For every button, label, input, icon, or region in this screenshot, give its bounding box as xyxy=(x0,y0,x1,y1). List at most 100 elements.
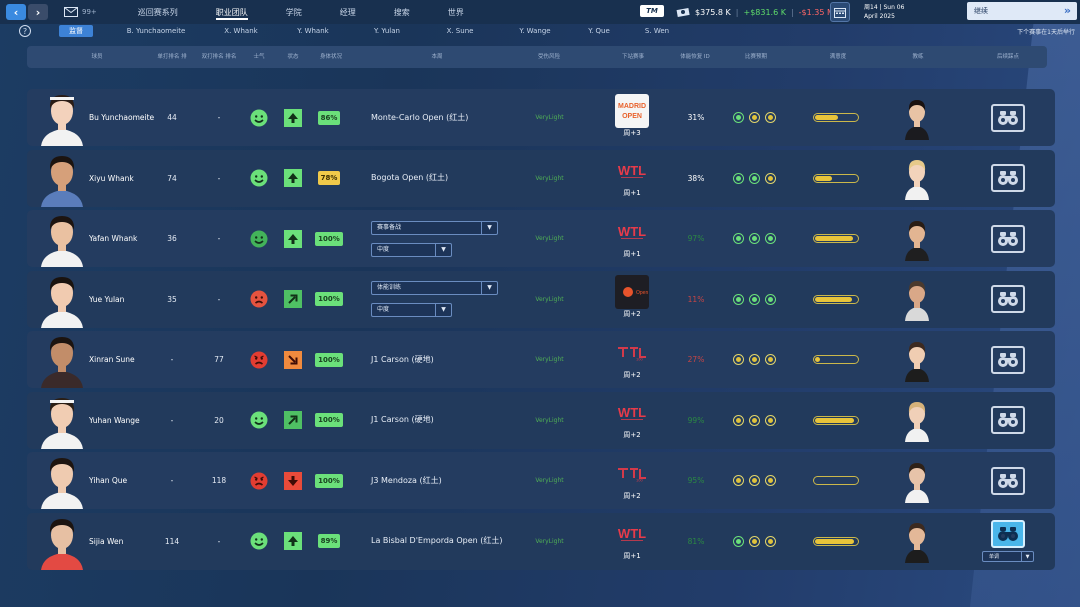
scout-mode-dropdown[interactable]: 单调 ▼ xyxy=(982,551,1034,562)
chevron-down-icon: ▼ xyxy=(481,282,497,294)
coach[interactable] xyxy=(903,271,933,328)
scout-button[interactable] xyxy=(991,520,1025,548)
next-tournament[interactable]: 100 周+2 xyxy=(612,331,652,388)
avatar[interactable] xyxy=(33,271,91,328)
training-type-dropdown[interactable]: 体能训练 ▼ xyxy=(371,281,498,295)
forward-button[interactable]: › xyxy=(28,4,48,20)
player-name[interactable]: Xiyu Whank xyxy=(89,173,134,183)
recovery-percent: 31% xyxy=(687,113,705,122)
player-name[interactable]: Yihan Que xyxy=(89,476,128,485)
table-row[interactable]: Yihan Que - 118 100% J3 Mendoza (红土) Ver… xyxy=(27,452,1055,509)
table-row[interactable]: Xiyu Whank 74 - 78% Bogota Open (红土) Ver… xyxy=(27,149,1055,207)
nav-item[interactable]: 巡回赛系列 xyxy=(137,7,178,17)
wtl-logo: WTL xyxy=(618,224,646,239)
player-tab[interactable]: S. Wen xyxy=(644,27,670,35)
player-name[interactable]: Yue Yulan xyxy=(89,294,125,304)
intensity-dropdown[interactable]: 中度 ▼ xyxy=(371,242,452,257)
intensity-dropdown[interactable]: 中度 ▼ xyxy=(371,303,452,317)
header-match-prep[interactable]: 比赛预期 xyxy=(744,53,767,60)
next-tournament[interactable]: MADRID OPEN 周+3 xyxy=(612,89,652,146)
header-condition[interactable]: 身体状况 xyxy=(319,53,342,60)
header-scout[interactable]: 后续踩点 xyxy=(996,53,1019,60)
header-player[interactable]: 球员 xyxy=(91,53,103,60)
prep-dot xyxy=(764,172,776,184)
binoculars-icon xyxy=(998,171,1018,185)
coach[interactable] xyxy=(903,210,933,267)
table-row[interactable]: Yuhan Wange - 20 100% J1 Carson (硬地) Ver… xyxy=(27,391,1055,449)
avatar[interactable] xyxy=(33,150,91,207)
scout-cell xyxy=(991,271,1025,328)
coach[interactable] xyxy=(903,89,933,146)
player-tab[interactable]: X. Whank xyxy=(224,27,258,35)
next-tournament[interactable]: Open 周+2 xyxy=(612,271,652,328)
avatar[interactable] xyxy=(33,331,91,388)
header-coach[interactable]: 教练 xyxy=(912,53,924,60)
player-tab[interactable]: Y. Yulan xyxy=(374,27,400,35)
next-tournament[interactable]: WTL 周+1 xyxy=(612,513,652,570)
arrow-up-icon xyxy=(284,532,302,550)
coach[interactable] xyxy=(903,513,933,570)
nav-item[interactable]: 世界 xyxy=(447,7,464,17)
header-recovery[interactable]: 体能恢复 ID xyxy=(680,53,710,60)
next-tournament[interactable]: WTL 周+1 xyxy=(612,150,652,207)
player-name[interactable]: Sijia Wen xyxy=(89,536,124,546)
table-row[interactable]: Xinran Sune - 77 100% J1 Carson (硬地) Ver… xyxy=(27,331,1055,388)
player-name[interactable]: Yafan Whank xyxy=(89,234,138,243)
next-tournament[interactable]: WTL 周+1 xyxy=(612,210,652,267)
condition-value: 100% xyxy=(315,473,343,488)
back-button[interactable]: ‹ xyxy=(6,4,26,20)
header-singles-rank[interactable]: 单打排名 排 xyxy=(157,53,187,60)
scout-button[interactable] xyxy=(991,224,1025,253)
condition-badge: 100% xyxy=(314,210,344,267)
player-tab[interactable]: Y. Wange xyxy=(519,27,551,35)
player-tab[interactable]: 监督 xyxy=(59,25,93,37)
table-row[interactable]: Yafan Whank 36 - 100% 赛事备战 ▼ 中度 ▼ VeryLigh… xyxy=(27,210,1055,267)
inbox-button[interactable]: 99+ xyxy=(64,7,97,17)
coach[interactable] xyxy=(903,331,933,388)
continue-button[interactable]: 继续 » xyxy=(967,2,1077,20)
singles-rank: 36 xyxy=(167,234,177,243)
player-name[interactable]: Bu Yunchaomeite xyxy=(89,113,155,122)
avatar[interactable] xyxy=(33,452,91,509)
coach[interactable] xyxy=(903,452,933,509)
avatar[interactable] xyxy=(33,513,91,570)
nav-item[interactable]: 职业团队 xyxy=(197,0,267,24)
nav-item[interactable]: 经理 xyxy=(339,7,356,17)
header-plan[interactable]: 本周 xyxy=(431,53,443,60)
table-row[interactable]: Bu Yunchaomeite 44 - 86% Monte-Carlo Ope… xyxy=(27,89,1055,146)
scout-button[interactable] xyxy=(991,466,1025,495)
calendar-button[interactable] xyxy=(830,2,850,22)
table-row[interactable]: Yue Yulan 35 - 100% 体能训练 ▼ 中度 ▼ VeryLight … xyxy=(27,270,1055,328)
scout-button[interactable] xyxy=(991,103,1025,132)
player-name[interactable]: Yuhan Wange xyxy=(89,415,140,425)
header-morale[interactable]: 士气 xyxy=(253,53,265,60)
scout-button[interactable] xyxy=(991,164,1025,192)
scout-button[interactable] xyxy=(991,345,1025,374)
scout-button[interactable] xyxy=(991,406,1025,434)
avatar[interactable] xyxy=(33,89,91,146)
header-status[interactable]: 状态 xyxy=(287,53,299,60)
header-doubles-rank[interactable]: 双打排名 排名 xyxy=(201,53,237,60)
header-next-event[interactable]: 下站赛事 xyxy=(621,53,644,60)
next-tournament[interactable]: WTL 周+2 xyxy=(612,392,652,449)
training-type-dropdown[interactable]: 赛事备战 ▼ xyxy=(371,220,498,235)
player-tab[interactable]: B. Yunchaomeite xyxy=(126,27,186,35)
coach[interactable] xyxy=(903,392,933,449)
avatar[interactable] xyxy=(33,392,91,449)
player-tab[interactable]: X. Sune xyxy=(446,27,474,35)
header-satisfaction[interactable]: 满意度 xyxy=(829,53,847,60)
nav-item[interactable]: 学院 xyxy=(285,7,302,17)
player-tab[interactable]: Y. Whank xyxy=(297,27,329,35)
avatar[interactable] xyxy=(33,210,91,267)
help-icon[interactable]: ? xyxy=(19,25,31,37)
nav-item[interactable]: 搜索 xyxy=(393,7,410,17)
next-tournament[interactable]: 100 周+2 xyxy=(612,452,652,509)
header-risk[interactable]: 受伤风险 xyxy=(537,53,560,60)
coach[interactable] xyxy=(903,150,933,207)
table-row[interactable]: Sijia Wen 114 - 89% La Bisbal D'Emporda … xyxy=(27,512,1055,570)
scout-button[interactable] xyxy=(991,285,1025,313)
player-tab[interactable]: Y. Que xyxy=(588,27,610,35)
condition-value: 86% xyxy=(317,110,341,125)
player-name[interactable]: Xinran Sune xyxy=(89,355,135,364)
arrow-up-icon xyxy=(284,169,302,187)
